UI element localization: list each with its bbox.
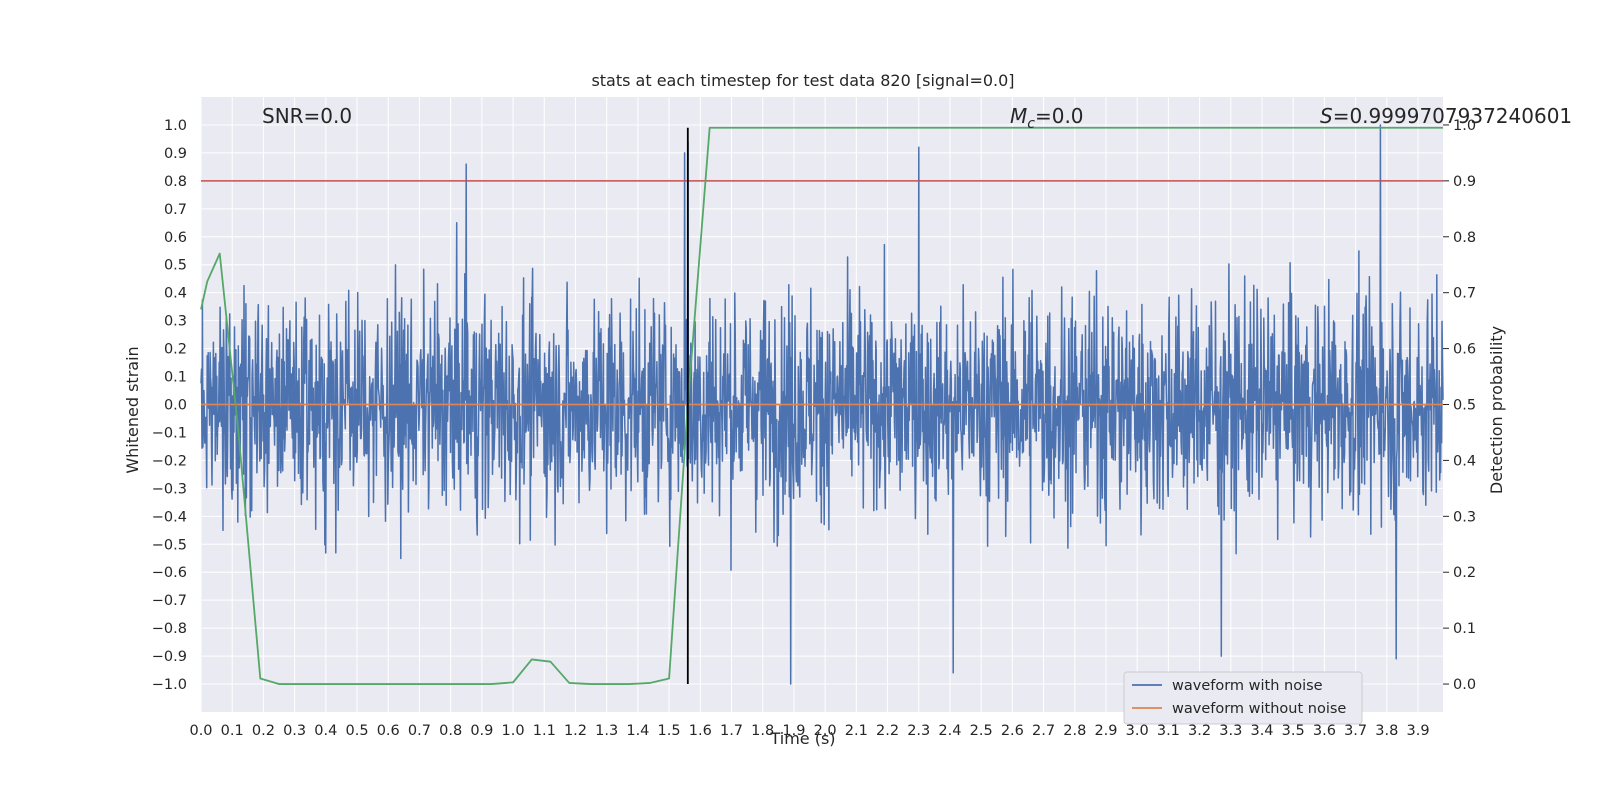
x-tick-label: 3.1 bbox=[1157, 723, 1180, 739]
x-tick-label: 3.7 bbox=[1344, 723, 1367, 739]
chart-title: stats at each timestep for test data 820… bbox=[591, 71, 1014, 90]
y-tick-label: −0.8 bbox=[152, 621, 187, 637]
x-tick-label: 1.2 bbox=[564, 723, 587, 739]
legend-label-clean: waveform without noise bbox=[1172, 701, 1346, 717]
x-tick-label: 3.9 bbox=[1407, 723, 1430, 739]
y2-axis-ticks: 1.0 0.9 0.8 0.7 0.6 0.5 0.4 0.3 0.2 0.1 0.0 bbox=[1443, 118, 1476, 693]
x-tick-label: 0.8 bbox=[439, 723, 462, 739]
x-tick-label: 2.4 bbox=[938, 723, 961, 739]
x-tick-label: 0.9 bbox=[470, 723, 493, 739]
x-tick-label: 2.6 bbox=[1001, 723, 1024, 739]
s-annotation: S=0.9999707937240601 bbox=[1320, 104, 1572, 128]
y-tick-label: −0.6 bbox=[152, 565, 187, 581]
x-tick-label: 0.0 bbox=[189, 723, 212, 739]
y-tick-label: −0.2 bbox=[152, 453, 187, 469]
x-tick-label: 2.2 bbox=[876, 723, 899, 739]
x-tick-label: 2.9 bbox=[1094, 723, 1117, 739]
x-tick-label: 2.7 bbox=[1032, 723, 1055, 739]
y2-tick-label: 0.1 bbox=[1453, 621, 1476, 637]
y-tick-label: 0.1 bbox=[164, 370, 187, 386]
y-tick-label: 0.4 bbox=[164, 286, 187, 302]
x-tick-label: 3.2 bbox=[1188, 723, 1211, 739]
y2-tick-label: 0.8 bbox=[1453, 230, 1476, 246]
y-tick-label: 0.7 bbox=[164, 202, 187, 218]
y-tick-label: 1.0 bbox=[164, 118, 187, 134]
x-tick-label: 1.8 bbox=[751, 723, 774, 739]
y-tick-label: 0.2 bbox=[164, 342, 187, 358]
y-tick-label: 0.3 bbox=[164, 314, 187, 330]
mc-symbol: M bbox=[1010, 104, 1027, 128]
x-tick-label: 1.9 bbox=[782, 723, 805, 739]
snr-annotation: SNR=0.0 bbox=[262, 104, 352, 128]
x-tick-label: 1.1 bbox=[533, 723, 556, 739]
mc-subscript: c bbox=[1027, 116, 1035, 132]
y-tick-label: −0.7 bbox=[152, 593, 187, 609]
y-tick-label: −0.4 bbox=[152, 509, 187, 525]
y-tick-label: 0.8 bbox=[164, 174, 187, 190]
x-tick-label: 3.3 bbox=[1219, 723, 1242, 739]
y2-tick-label: 1.0 bbox=[1453, 118, 1476, 134]
y2-tick-label: 0.6 bbox=[1453, 342, 1476, 358]
detection-probability-line bbox=[200, 126, 1443, 685]
y-tick-label: −0.5 bbox=[152, 537, 187, 553]
x-tick-label: 0.1 bbox=[221, 723, 244, 739]
y-tick-label: −0.9 bbox=[152, 649, 187, 665]
legend-box bbox=[1123, 671, 1363, 725]
x-tick-label: 1.4 bbox=[626, 723, 649, 739]
y-tick-label: −0.1 bbox=[152, 425, 187, 441]
y-tick-label: 0.0 bbox=[164, 398, 187, 414]
noise-waveform-line bbox=[200, 124, 1444, 685]
y2-tick-label: 0.7 bbox=[1453, 286, 1476, 302]
legend-label-noise: waveform with noise bbox=[1172, 678, 1323, 694]
x-tick-label: 2.0 bbox=[814, 723, 837, 739]
x-axis-label: Time (s) bbox=[769, 729, 835, 748]
y2-axis-label: Detection probability bbox=[1487, 326, 1506, 494]
x-tick-label: 1.7 bbox=[720, 723, 743, 739]
x-tick-label: 0.2 bbox=[252, 723, 275, 739]
y2-tick-label: 0.9 bbox=[1453, 174, 1476, 190]
x-tick-label: 1.0 bbox=[502, 723, 525, 739]
x-tick-label: 0.4 bbox=[314, 723, 337, 739]
x-tick-label: 3.8 bbox=[1375, 723, 1398, 739]
x-tick-label: 3.4 bbox=[1250, 723, 1273, 739]
x-tick-label: 0.3 bbox=[283, 723, 306, 739]
y-tick-label: 0.9 bbox=[164, 146, 187, 162]
x-tick-label: 1.5 bbox=[658, 723, 681, 739]
x-tick-label: 0.6 bbox=[377, 723, 400, 739]
y-tick-label: 0.6 bbox=[164, 230, 187, 246]
x-axis-ticks: 0.0 0.1 0.2 0.3 0.4 0.5 0.6 0.7 0.8 0.9 1.0 1.1 1.2 1… bbox=[189, 723, 1429, 739]
x-tick-label: 2.3 bbox=[907, 723, 930, 739]
series-waveform-with-noise bbox=[200, 124, 1444, 685]
x-tick-label: 0.5 bbox=[345, 723, 368, 739]
x-tick-label: 1.3 bbox=[595, 723, 618, 739]
y2-tick-label: 0.3 bbox=[1453, 509, 1476, 525]
mc-annotation: Mc=0.0 bbox=[1010, 104, 1084, 132]
x-tick-label: 3.0 bbox=[1126, 723, 1149, 739]
y-tick-label: −0.3 bbox=[152, 481, 187, 497]
x-tick-label: 2.8 bbox=[1063, 723, 1086, 739]
y2-tick-label: 0.0 bbox=[1453, 677, 1476, 693]
s-symbol: S bbox=[1320, 104, 1333, 128]
y2-tick-label: 0.2 bbox=[1453, 565, 1476, 581]
y-tick-label: −1.0 bbox=[152, 677, 187, 693]
x-tick-label: 2.5 bbox=[970, 723, 993, 739]
x-tick-label: 3.5 bbox=[1282, 723, 1305, 739]
x-tick-label: 0.7 bbox=[408, 723, 431, 739]
s-value: =0.9999707937240601 bbox=[1333, 104, 1572, 128]
y2-tick-label: 0.4 bbox=[1453, 453, 1476, 469]
mc-value: =0.0 bbox=[1035, 104, 1084, 128]
x-tick-label: 1.6 bbox=[689, 723, 712, 739]
x-tick-label: 3.6 bbox=[1313, 723, 1336, 739]
legend: waveform with noise waveform without noi… bbox=[1123, 671, 1363, 725]
y-tick-label: 0.5 bbox=[164, 258, 187, 274]
y-axis-label: Whitened strain bbox=[123, 346, 142, 473]
series-detection bbox=[200, 126, 1443, 685]
x-tick-label: 2.1 bbox=[845, 723, 868, 739]
y2-tick-label: 0.5 bbox=[1453, 398, 1476, 414]
y-axis-ticks: 1.0 0.9 0.8 0.7 0.6 0.5 0.4 0.3 0.2 0.1 0.0 −0.1 −0.… bbox=[152, 118, 187, 693]
